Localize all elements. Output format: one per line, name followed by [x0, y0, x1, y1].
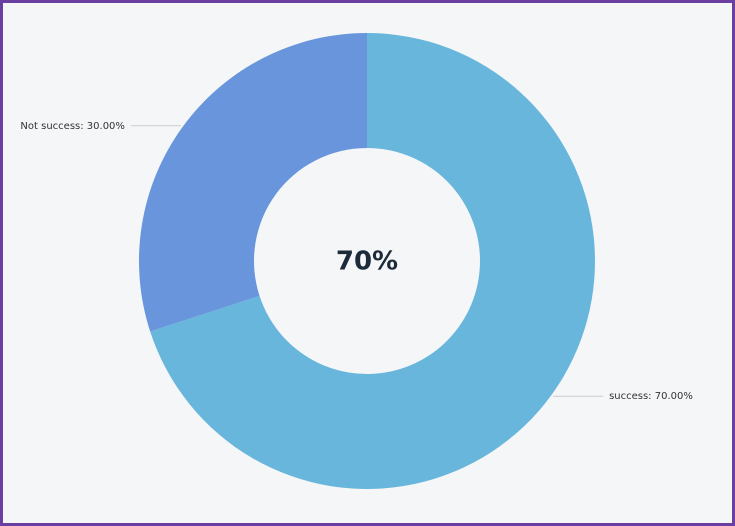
center-label: 70%: [336, 247, 398, 277]
slice: [138, 33, 367, 332]
slice: [150, 33, 595, 490]
data-label: Not success: 30.00%: [20, 121, 125, 132]
data-label: success: 70.00%: [609, 391, 693, 402]
